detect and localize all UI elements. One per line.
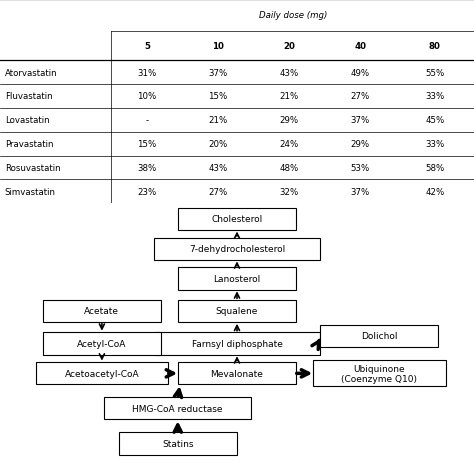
Text: 33%: 33% [425, 140, 445, 149]
FancyBboxPatch shape [178, 300, 296, 322]
FancyBboxPatch shape [178, 208, 296, 230]
Text: 55%: 55% [425, 69, 445, 77]
Text: 23%: 23% [137, 188, 156, 196]
Text: 43%: 43% [280, 69, 299, 77]
Text: 5: 5 [144, 42, 150, 51]
Text: 40: 40 [354, 42, 366, 51]
Text: 24%: 24% [280, 140, 299, 149]
FancyBboxPatch shape [43, 300, 161, 322]
Text: HMG-CoA reductase: HMG-CoA reductase [133, 404, 223, 413]
Text: Atorvastatin: Atorvastatin [5, 69, 57, 77]
Text: Mevalonate: Mevalonate [210, 369, 264, 378]
Text: Farnsyl diphosphate: Farnsyl diphosphate [191, 339, 283, 348]
Text: 37%: 37% [209, 69, 228, 77]
Text: Fluvastatin: Fluvastatin [5, 92, 52, 101]
Text: 33%: 33% [425, 92, 445, 101]
Text: 42%: 42% [425, 188, 445, 196]
Text: Daily dose (mg): Daily dose (mg) [258, 11, 327, 20]
FancyBboxPatch shape [178, 363, 296, 385]
Text: 58%: 58% [425, 163, 445, 173]
Text: 29%: 29% [280, 116, 299, 125]
Text: 20%: 20% [209, 140, 228, 149]
Text: 29%: 29% [351, 140, 370, 149]
Text: 53%: 53% [351, 163, 370, 173]
Text: Lovastatin: Lovastatin [5, 116, 49, 125]
Text: Statins: Statins [162, 439, 193, 448]
Text: 49%: 49% [351, 69, 370, 77]
FancyBboxPatch shape [36, 363, 168, 385]
Text: Acetate: Acetate [84, 307, 119, 316]
FancyBboxPatch shape [313, 361, 446, 387]
Text: Rosuvastatin: Rosuvastatin [5, 163, 60, 173]
Text: Dolichol: Dolichol [361, 332, 398, 340]
Text: 32%: 32% [280, 188, 299, 196]
Text: 45%: 45% [425, 116, 445, 125]
FancyBboxPatch shape [178, 268, 296, 290]
Text: Pravastatin: Pravastatin [5, 140, 53, 149]
Text: 80: 80 [429, 42, 441, 51]
Text: Acetyl-CoA: Acetyl-CoA [77, 339, 127, 348]
Text: 15%: 15% [137, 140, 156, 149]
Text: 38%: 38% [137, 163, 156, 173]
Text: 10%: 10% [137, 92, 156, 101]
Text: 27%: 27% [209, 188, 228, 196]
Text: 7-dehydrocholesterol: 7-dehydrocholesterol [189, 244, 285, 254]
Text: 21%: 21% [280, 92, 299, 101]
Text: Simvastatin: Simvastatin [5, 188, 56, 196]
FancyBboxPatch shape [118, 432, 237, 455]
FancyBboxPatch shape [154, 238, 320, 260]
Text: 37%: 37% [351, 188, 370, 196]
Text: -: - [146, 116, 148, 125]
Text: 15%: 15% [209, 92, 228, 101]
Text: Lanosterol: Lanosterol [213, 275, 261, 283]
Text: 10: 10 [212, 42, 224, 51]
Text: 48%: 48% [280, 163, 299, 173]
Text: 31%: 31% [137, 69, 156, 77]
FancyBboxPatch shape [104, 398, 251, 419]
Text: Cholesterol: Cholesterol [211, 215, 263, 224]
FancyBboxPatch shape [154, 333, 320, 355]
Text: 27%: 27% [351, 92, 370, 101]
FancyBboxPatch shape [320, 325, 438, 347]
Text: Ubiquinone
(Coenzyme Q10): Ubiquinone (Coenzyme Q10) [341, 364, 417, 383]
Text: 37%: 37% [351, 116, 370, 125]
Text: 21%: 21% [209, 116, 228, 125]
FancyBboxPatch shape [43, 333, 161, 355]
Text: 43%: 43% [209, 163, 228, 173]
Text: Acetoacetyl-CoA: Acetoacetyl-CoA [64, 369, 139, 378]
Text: Squalene: Squalene [216, 307, 258, 316]
Text: 20: 20 [283, 42, 295, 51]
